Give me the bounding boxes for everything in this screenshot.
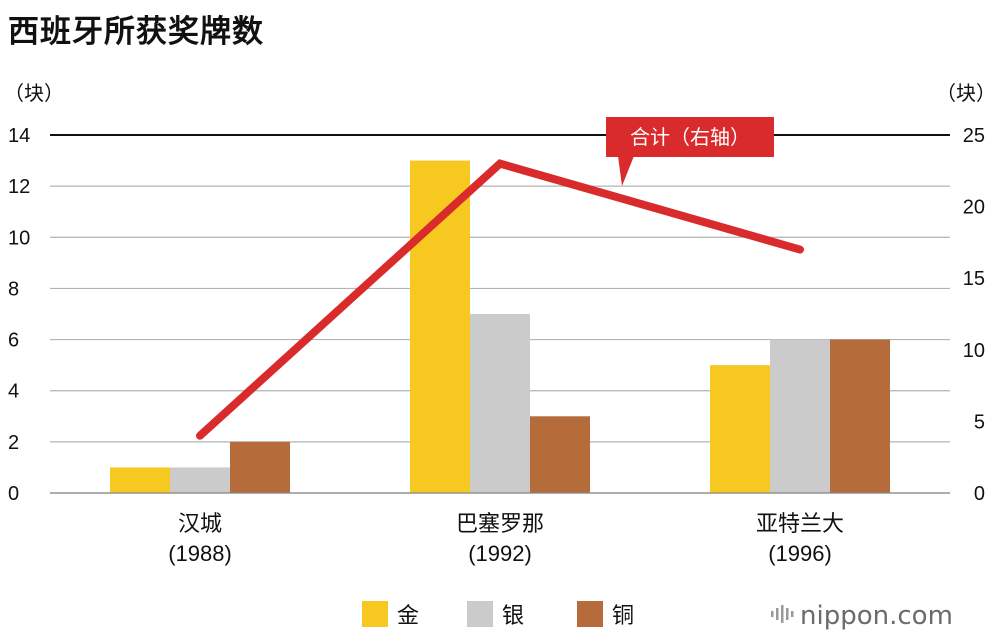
bar-bronze xyxy=(530,416,590,493)
legend-swatch xyxy=(467,601,493,627)
y-tick-left: 2 xyxy=(8,432,19,454)
y-tick-left: 10 xyxy=(8,227,30,249)
brand-layer: nippon.com xyxy=(771,601,953,631)
brand-name: nippon.com xyxy=(800,601,953,631)
brand-name-main: nippon xyxy=(800,601,889,631)
y-tick-right: 15 xyxy=(963,268,985,290)
bar-bronze xyxy=(230,441,290,493)
bar-gold xyxy=(410,160,470,494)
right-axis-unit: （块） xyxy=(936,81,996,105)
y-tick-right: 5 xyxy=(974,411,985,433)
bar-silver xyxy=(470,314,530,493)
bar-gold xyxy=(110,467,170,493)
y-tick-left: 0 xyxy=(8,483,19,505)
line-layer: 合计（右轴） xyxy=(196,117,804,440)
category-year: (1996) xyxy=(768,541,832,566)
bar-bronze xyxy=(830,339,890,493)
axis-layer: 0 2 4 6 8 10 12 14 0 5 10 15 20 25 （块） （块） 汉城 (1988) 巴塞罗那 (… xyxy=(4,81,996,566)
category-label: 汉城 xyxy=(178,512,222,537)
y-tick-right: 0 xyxy=(974,483,985,505)
legend-label: 金 xyxy=(397,604,419,629)
brand-name-suffix: .com xyxy=(889,601,953,631)
bar-gold xyxy=(710,365,770,493)
y-tick-right: 20 xyxy=(963,197,985,219)
chart-title: 西班牙所获奖牌数 xyxy=(8,14,264,50)
y-tick-left: 12 xyxy=(8,176,30,198)
legend-label: 银 xyxy=(502,604,524,629)
y-tick-left: 4 xyxy=(8,381,19,403)
y-tick-left: 8 xyxy=(8,278,19,300)
category-label: 巴塞罗那 xyxy=(456,512,544,537)
sound-bars-icon xyxy=(771,605,794,623)
legend-label: 铜 xyxy=(612,604,634,629)
left-axis-unit: （块） xyxy=(4,81,64,105)
callout-pointer xyxy=(618,156,634,186)
legend-layer: 金银铜 xyxy=(362,601,634,629)
category-year: (1992) xyxy=(468,541,532,566)
bar-layer xyxy=(110,160,890,494)
y-tick-right: 25 xyxy=(963,125,985,147)
category-year: (1988) xyxy=(168,541,232,566)
bar-silver xyxy=(170,467,230,493)
y-tick-left: 14 xyxy=(8,125,30,147)
y-tick-right: 10 xyxy=(963,340,985,362)
category-label: 亚特兰大 xyxy=(756,512,844,537)
bar-silver xyxy=(770,339,830,493)
y-tick-left: 6 xyxy=(8,330,19,352)
callout-label: 合计（右轴） xyxy=(630,125,750,149)
legend-swatch xyxy=(362,601,388,627)
legend-swatch xyxy=(577,601,603,627)
callout-box xyxy=(606,117,774,157)
